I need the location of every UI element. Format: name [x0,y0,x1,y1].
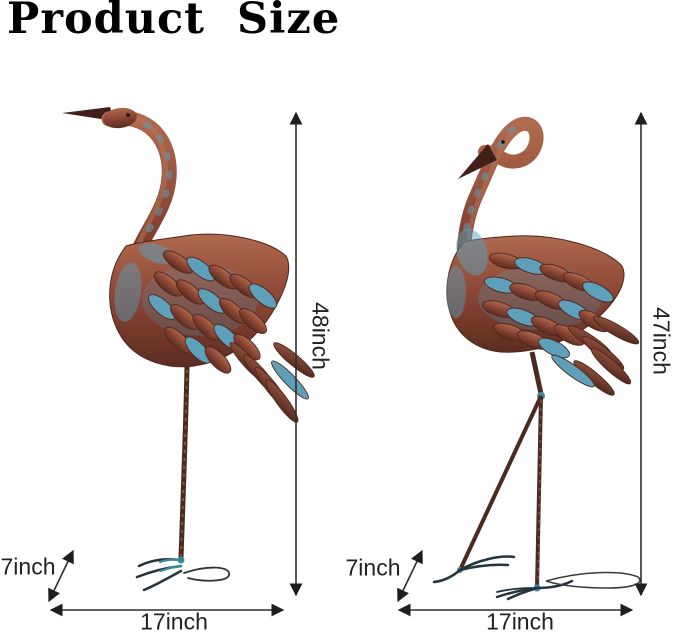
right-crane-front-leg [458,395,543,571]
height-label-right: 47inch [648,307,675,375]
depth-label-right: 7inch [345,554,401,581]
left-crane-eye [126,113,130,117]
left-crane-beak [62,107,114,121]
width-label-right: 17inch [486,608,554,635]
right-crane-beak [458,144,497,179]
depth-dimension-arrow-left [48,549,74,603]
left-crane-feet [135,558,230,592]
depth-label-left: 7inch [0,553,56,580]
height-label-left: 48inch [307,302,334,370]
depth-dimension-arrow-right [397,549,423,603]
right-crane-upper-leg [529,351,544,395]
page-title: Product Size [7,0,341,44]
right-crane-eye [501,140,505,144]
width-label-left: 17inch [140,608,208,635]
right-crane-feet [432,555,574,601]
right-crane-back-leg [535,395,543,589]
right-crane-illustration [432,116,642,601]
left-crane-head [103,107,137,129]
left-crane-illustration [62,107,318,592]
